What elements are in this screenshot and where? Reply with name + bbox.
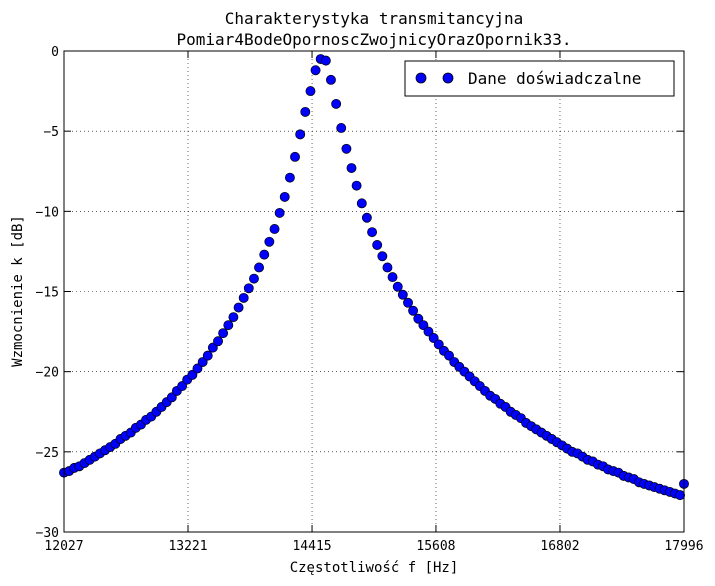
- data-point: [274, 207, 285, 218]
- data-point: [377, 251, 388, 262]
- data-point: [325, 74, 336, 85]
- data-point: [418, 320, 429, 331]
- x-tick-label: 13221: [168, 539, 207, 554]
- data-point: [428, 333, 439, 343]
- data-point: [351, 180, 362, 191]
- data-point: [444, 350, 454, 361]
- data-point: [202, 350, 213, 361]
- y-tick-label: −30: [36, 526, 59, 541]
- x-axis-label: Częstotliwość f [Hz]: [290, 560, 459, 576]
- data-point: [290, 151, 300, 162]
- data-point: [254, 262, 265, 273]
- data-point: [192, 363, 203, 374]
- data-points: [59, 54, 689, 501]
- data-point: [238, 292, 249, 303]
- legend-marker-2: [442, 72, 454, 84]
- data-point: [392, 281, 403, 292]
- data-point: [675, 490, 686, 501]
- x-tick-label: 14415: [292, 539, 331, 554]
- data-point: [295, 129, 306, 140]
- data-point: [223, 320, 234, 331]
- chart-subtitle: Pomiar4BodeOpornoscZwojnicyOrazOpornik33…: [177, 30, 572, 49]
- data-point: [233, 302, 244, 313]
- y-tick-label: −5: [43, 125, 59, 140]
- data-point: [346, 163, 357, 173]
- data-point: [423, 326, 434, 337]
- chart-title: Charakterystyka transmitancyjna: [225, 9, 524, 28]
- y-axis-label: Wzmocnienie k [dB]: [10, 215, 26, 367]
- data-point: [187, 369, 198, 380]
- data-point: [403, 297, 413, 308]
- data-point: [397, 289, 408, 300]
- data-point: [361, 212, 372, 223]
- y-tick-label: −15: [36, 286, 59, 301]
- axis-ticks: 12027 13221 14415 15608 16802 17996 0 −5 −10 −15 −…: [36, 45, 704, 554]
- data-point: [249, 273, 259, 284]
- data-point: [387, 272, 398, 283]
- data-point: [356, 198, 367, 209]
- plot-frame: [63, 50, 685, 533]
- data-point: [166, 392, 177, 403]
- y-tick-label: −10: [36, 205, 59, 220]
- data-point: [197, 357, 208, 367]
- data-point: [372, 240, 383, 250]
- data-point: [408, 305, 419, 316]
- data-point: [218, 328, 229, 339]
- x-tick-label: 17996: [664, 539, 703, 554]
- y-tick-label: −25: [36, 446, 59, 461]
- data-point: [341, 143, 352, 154]
- legend: Dane doświadczalne: [404, 60, 675, 97]
- legend-label: Dane doświadczalne: [468, 69, 641, 88]
- data-point: [331, 98, 342, 109]
- data-point: [264, 236, 275, 247]
- data-point: [279, 191, 290, 202]
- x-tick-label: 12027: [44, 539, 83, 554]
- data-point: [269, 224, 280, 234]
- data-point: [367, 227, 378, 238]
- data-point: [207, 342, 218, 353]
- data-point: [320, 55, 331, 66]
- data-point: [336, 123, 347, 133]
- data-point: [310, 65, 321, 76]
- data-point: [413, 313, 424, 324]
- y-tick-label: −20: [36, 366, 59, 381]
- data-point: [284, 172, 295, 183]
- x-tick-label: 16802: [540, 539, 579, 554]
- data-point: [305, 86, 316, 97]
- data-point: [433, 339, 444, 350]
- data-point: [228, 312, 239, 323]
- y-tick-label: 0: [51, 45, 59, 60]
- x-tick-label: 15608: [416, 539, 455, 554]
- data-point: [300, 106, 311, 117]
- data-point: [382, 262, 393, 273]
- data-point: [177, 381, 188, 392]
- legend-marker-1: [415, 72, 427, 84]
- data-point: [243, 283, 254, 294]
- data-point: [213, 336, 223, 347]
- data-point: [259, 249, 270, 260]
